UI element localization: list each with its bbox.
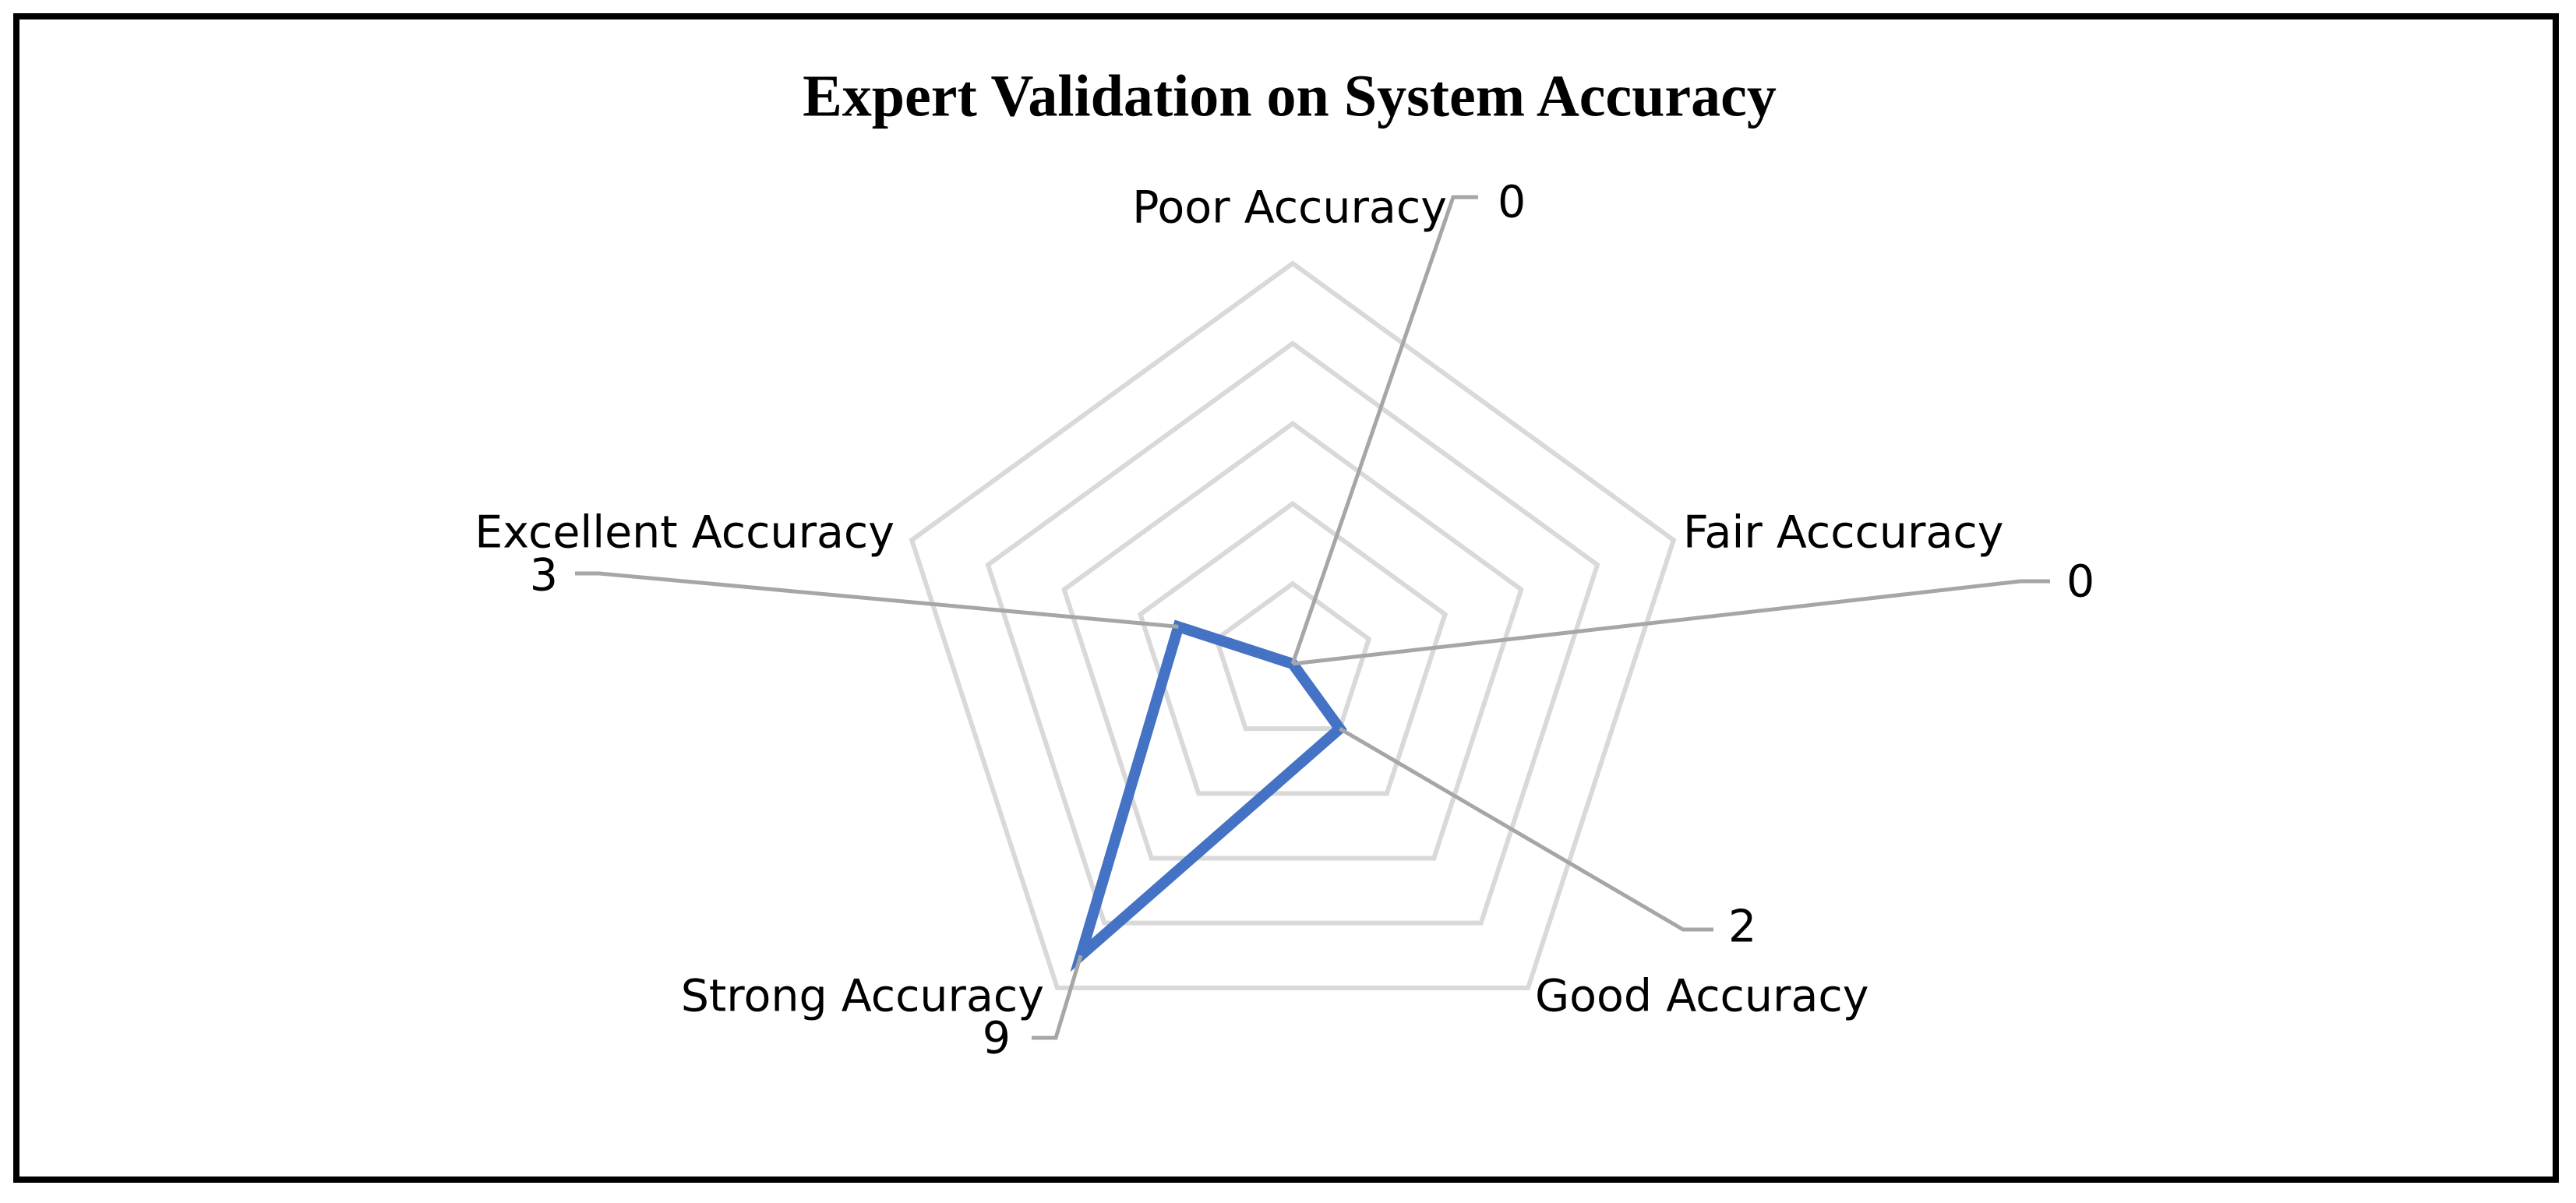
leader-line bbox=[1032, 954, 1083, 1040]
data-label: 3 bbox=[530, 550, 558, 602]
data-label: 9 bbox=[983, 1013, 1011, 1064]
grid bbox=[909, 260, 1677, 990]
grid-ring bbox=[1137, 500, 1449, 796]
leader-line bbox=[575, 571, 1179, 629]
leader-line bbox=[1290, 195, 1478, 665]
data-label: 0 bbox=[2066, 556, 2094, 608]
grid-ring bbox=[985, 340, 1600, 926]
data-label: 2 bbox=[1728, 901, 1756, 953]
chart-title: Expert Validation on System Accuracy bbox=[803, 63, 1777, 129]
plot: Poor Accuracy Fair Acccuracy Good Accuracy… bbox=[475, 177, 2094, 1064]
grid-ring bbox=[909, 260, 1677, 990]
leader-line bbox=[1339, 727, 1713, 932]
category-label: Excellent Accuracy bbox=[475, 507, 895, 559]
grid-ring bbox=[1061, 420, 1524, 861]
category-label: Strong Accuracy bbox=[681, 971, 1044, 1022]
category-label: Poor Accuracy bbox=[1132, 182, 1447, 234]
data-label: 0 bbox=[1498, 177, 1526, 228]
grid-ring bbox=[1213, 580, 1372, 732]
category-label: Fair Acccuracy bbox=[1683, 507, 2003, 559]
leader-line bbox=[1292, 579, 2050, 666]
series-line bbox=[1070, 619, 1347, 972]
category-label: Good Accuracy bbox=[1535, 971, 1868, 1022]
